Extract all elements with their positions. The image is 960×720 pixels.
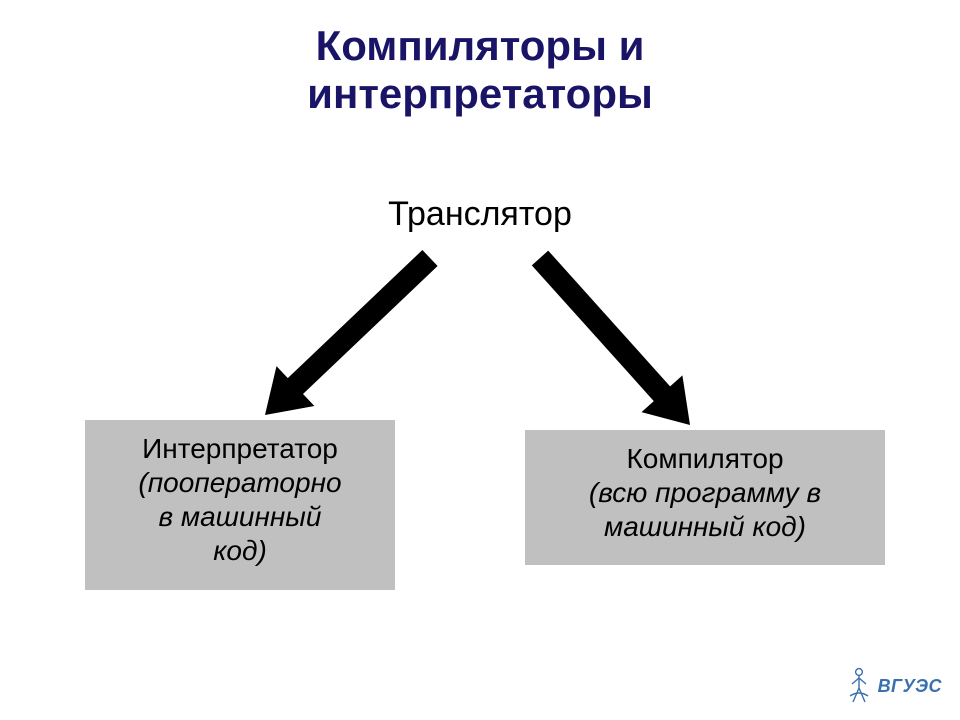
root-node-label: Транслятор bbox=[0, 195, 960, 234]
title-line1: Компиляторы и bbox=[316, 22, 645, 69]
footer-logo: ВГУЭС bbox=[846, 666, 942, 706]
node-interpreter: Интерпретатор(пооператорнов машинныйкод) bbox=[85, 420, 395, 590]
node-compiler-subtitle-line: (всю программу в bbox=[539, 476, 871, 510]
arrow-icon bbox=[532, 251, 690, 425]
node-compiler-title: Компилятор bbox=[539, 442, 871, 476]
node-interpreter-subtitle-line: код) bbox=[99, 534, 381, 568]
node-compiler-subtitle-line: машинный код) bbox=[539, 510, 871, 544]
logo-text: ВГУЭС bbox=[878, 676, 942, 697]
arrow-icon bbox=[265, 250, 438, 415]
page-title: Компиляторы и интерпретаторы bbox=[0, 22, 960, 119]
logo-figure-icon bbox=[846, 666, 872, 706]
node-interpreter-subtitle-line: (пооператорно bbox=[99, 466, 381, 500]
root-node-text: Транслятор bbox=[388, 195, 572, 233]
node-interpreter-subtitle-line: в машинный bbox=[99, 500, 381, 534]
node-interpreter-title: Интерпретатор bbox=[99, 432, 381, 466]
node-compiler: Компилятор(всю программу вмашинный код) bbox=[525, 430, 885, 565]
title-line2: интерпретаторы bbox=[307, 70, 653, 117]
